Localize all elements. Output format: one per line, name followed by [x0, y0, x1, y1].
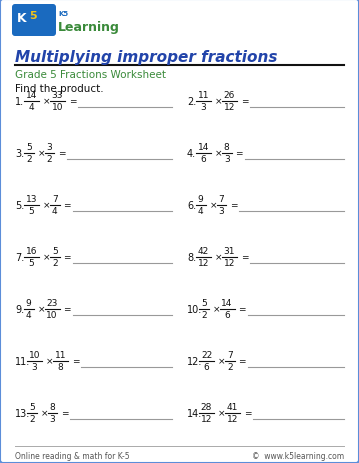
- Text: ×: ×: [213, 305, 220, 314]
- FancyBboxPatch shape: [12, 5, 56, 37]
- Text: 14: 14: [221, 299, 233, 308]
- Text: 14: 14: [26, 91, 37, 100]
- Text: 42: 42: [198, 247, 209, 256]
- Text: 7: 7: [52, 195, 58, 204]
- Text: 9: 9: [26, 299, 32, 308]
- Text: ×: ×: [210, 201, 217, 210]
- Text: 2: 2: [26, 155, 32, 164]
- Text: 3: 3: [32, 363, 37, 372]
- Text: 6: 6: [201, 155, 206, 164]
- Text: 5: 5: [29, 11, 37, 21]
- Text: 10: 10: [46, 311, 58, 320]
- Text: 11: 11: [198, 91, 209, 100]
- Text: 41: 41: [227, 403, 238, 412]
- Text: ×: ×: [46, 357, 53, 366]
- Text: =: =: [72, 357, 79, 366]
- Text: 12.: 12.: [187, 356, 202, 366]
- Text: =: =: [64, 201, 71, 210]
- Text: 4.: 4.: [187, 149, 196, 159]
- Text: =: =: [230, 201, 238, 210]
- Text: Find the product.: Find the product.: [15, 84, 104, 94]
- Text: 12: 12: [201, 414, 212, 424]
- Text: 33: 33: [52, 91, 63, 100]
- Text: 7: 7: [227, 351, 233, 360]
- Text: =: =: [64, 305, 71, 314]
- Text: 6.: 6.: [187, 200, 196, 211]
- Text: ×: ×: [218, 409, 225, 418]
- Text: Multiplying improper fractions: Multiplying improper fractions: [15, 50, 278, 65]
- Text: 5.: 5.: [15, 200, 24, 211]
- Text: 2: 2: [52, 259, 57, 268]
- Text: ×: ×: [215, 253, 223, 262]
- Text: 12: 12: [224, 259, 235, 268]
- Text: ×: ×: [37, 305, 45, 314]
- Text: 4: 4: [26, 311, 32, 320]
- Text: 3.: 3.: [15, 149, 24, 159]
- Text: 6: 6: [224, 311, 230, 320]
- Text: 26: 26: [224, 91, 235, 100]
- Text: 4: 4: [29, 103, 34, 112]
- Text: 28: 28: [201, 403, 212, 412]
- Text: =: =: [69, 97, 76, 106]
- Text: ×: ×: [43, 253, 51, 262]
- Text: 2: 2: [46, 155, 52, 164]
- Text: 8.: 8.: [187, 252, 196, 263]
- Text: 14: 14: [198, 143, 209, 152]
- Text: 5: 5: [26, 143, 32, 152]
- Text: =: =: [236, 149, 243, 158]
- Text: ×: ×: [215, 97, 223, 106]
- Text: 5: 5: [29, 259, 34, 268]
- Text: 8: 8: [50, 403, 55, 412]
- Text: 31: 31: [224, 247, 235, 256]
- Text: 4: 4: [52, 207, 57, 216]
- Text: =: =: [241, 97, 248, 106]
- Text: 1.: 1.: [15, 97, 24, 107]
- Text: ×: ×: [43, 97, 51, 106]
- Text: ©  www.k5learning.com: © www.k5learning.com: [252, 451, 344, 460]
- Text: Learning: Learning: [58, 21, 120, 34]
- Text: 10: 10: [52, 103, 63, 112]
- Text: Online reading & math for K-5: Online reading & math for K-5: [15, 451, 130, 460]
- Text: Grade 5 Fractions Worksheet: Grade 5 Fractions Worksheet: [15, 70, 166, 80]
- Text: 13: 13: [26, 195, 37, 204]
- Text: 8: 8: [58, 363, 64, 372]
- Text: 2: 2: [201, 311, 206, 320]
- Text: 3: 3: [218, 207, 224, 216]
- Text: 3: 3: [46, 143, 52, 152]
- Text: 5: 5: [29, 403, 34, 412]
- Text: 22: 22: [201, 351, 212, 360]
- Text: =: =: [244, 409, 252, 418]
- Text: =: =: [238, 357, 246, 366]
- Text: K5: K5: [58, 11, 68, 17]
- Text: 2.: 2.: [187, 97, 196, 107]
- Text: 12: 12: [224, 103, 235, 112]
- Text: 7: 7: [218, 195, 224, 204]
- Text: 16: 16: [26, 247, 37, 256]
- Text: ×: ×: [218, 357, 225, 366]
- Text: 11.: 11.: [15, 356, 30, 366]
- Text: 12: 12: [198, 259, 209, 268]
- Text: ×: ×: [41, 409, 48, 418]
- Text: 2: 2: [227, 363, 233, 372]
- Text: 6: 6: [204, 363, 209, 372]
- Text: 2: 2: [29, 414, 34, 424]
- Text: 12: 12: [227, 414, 238, 424]
- Text: 5: 5: [52, 247, 58, 256]
- Text: 3: 3: [201, 103, 206, 112]
- Text: =: =: [64, 253, 71, 262]
- Text: 10.: 10.: [187, 304, 202, 314]
- Text: 10: 10: [29, 351, 40, 360]
- Text: ×: ×: [215, 149, 223, 158]
- Text: 8: 8: [224, 143, 230, 152]
- Text: ×: ×: [37, 149, 45, 158]
- Text: 23: 23: [46, 299, 58, 308]
- Text: 9.: 9.: [15, 304, 24, 314]
- Text: K: K: [17, 12, 27, 25]
- Text: 7.: 7.: [15, 252, 24, 263]
- Text: 11: 11: [55, 351, 66, 360]
- Text: =: =: [61, 409, 69, 418]
- Text: 14.: 14.: [187, 408, 202, 418]
- Text: =: =: [238, 305, 246, 314]
- Text: 5: 5: [29, 207, 34, 216]
